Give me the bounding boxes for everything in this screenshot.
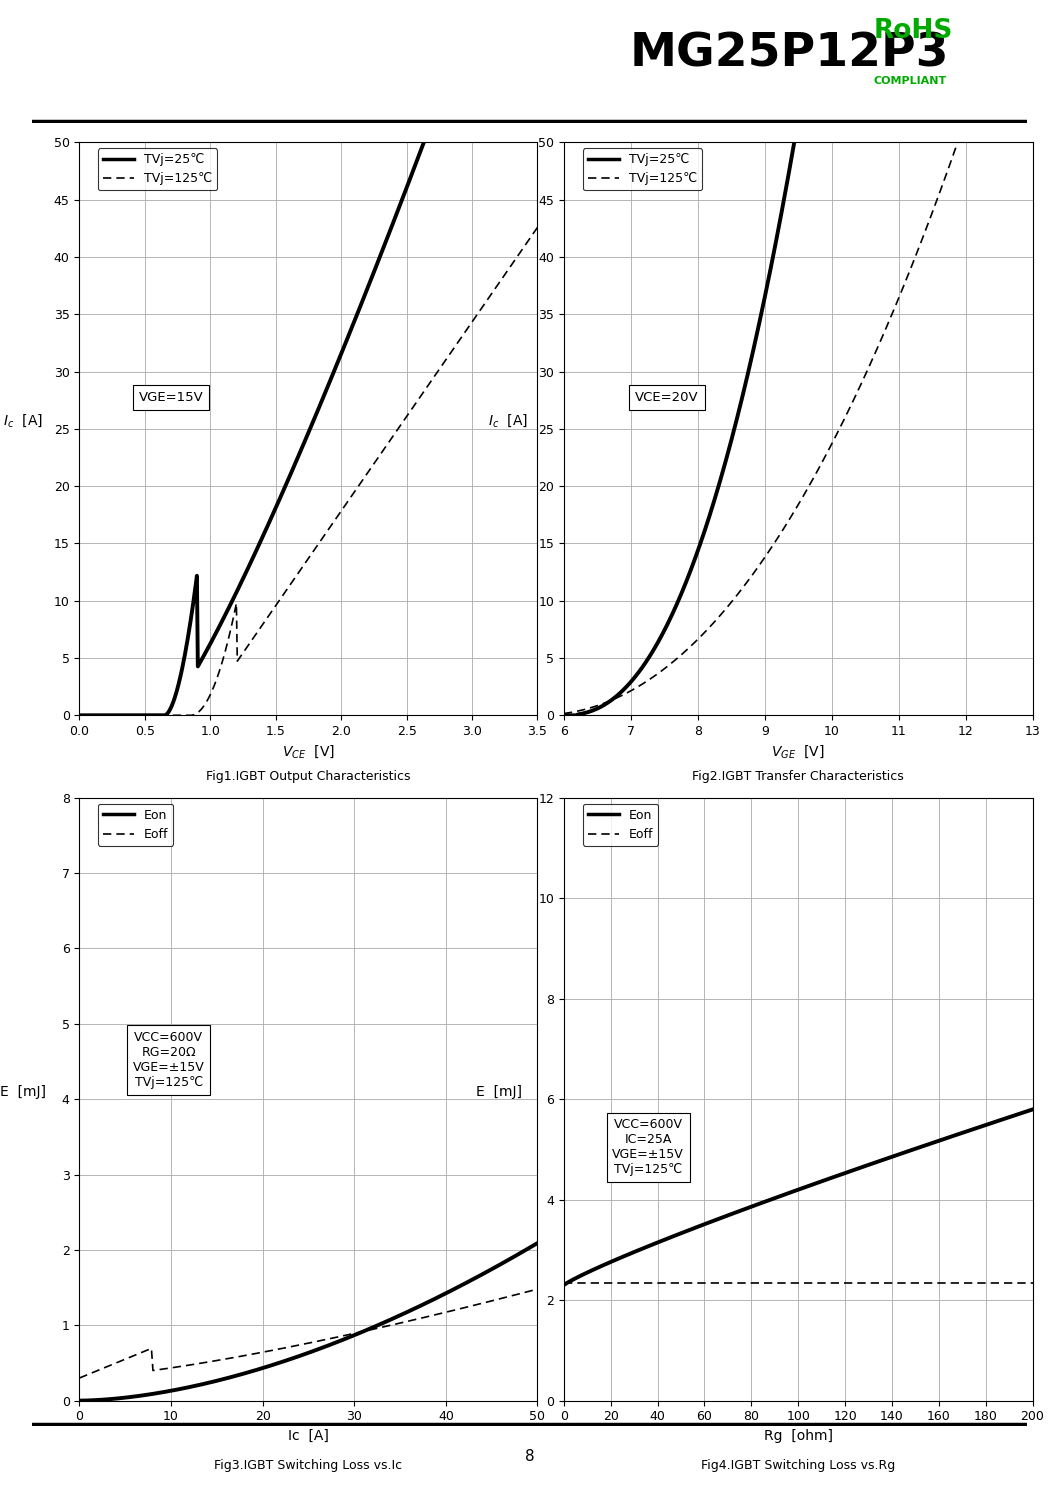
Legend: TVj=25℃, TVj=125℃: TVj=25℃, TVj=125℃: [97, 148, 217, 190]
Legend: Eon, Eoff: Eon, Eoff: [97, 804, 174, 846]
Y-axis label: E  [mJ]: E [mJ]: [477, 1085, 522, 1100]
Title: Fig1.IGBT Output Characteristics: Fig1.IGBT Output Characteristics: [207, 770, 411, 783]
Y-axis label: $I_c$  [A]: $I_c$ [A]: [3, 412, 43, 428]
X-axis label: $V_{GE}$  [V]: $V_{GE}$ [V]: [771, 743, 825, 761]
Text: VCC=600V
RG=20Ω
VGE=±15V
TVj=125℃: VCC=600V RG=20Ω VGE=±15V TVj=125℃: [132, 1031, 204, 1089]
Y-axis label: $I_c$  [A]: $I_c$ [A]: [488, 412, 527, 428]
Title: Fig3.IGBT Switching Loss vs.Ic: Fig3.IGBT Switching Loss vs.Ic: [214, 1459, 402, 1473]
X-axis label: $V_{CE}$  [V]: $V_{CE}$ [V]: [282, 743, 335, 761]
Text: MG25P12P3: MG25P12P3: [630, 31, 950, 76]
Y-axis label: E  [mJ]: E [mJ]: [0, 1085, 46, 1100]
Text: RoHS: RoHS: [874, 18, 953, 45]
Legend: Eon, Eoff: Eon, Eoff: [582, 804, 659, 846]
Legend: TVj=25℃, TVj=125℃: TVj=25℃, TVj=125℃: [582, 148, 702, 190]
X-axis label: Rg  [ohm]: Rg [ohm]: [764, 1429, 832, 1443]
Text: VGE=15V: VGE=15V: [139, 391, 203, 404]
Text: COMPLIANT: COMPLIANT: [874, 76, 947, 85]
Title: Fig4.IGBT Switching Loss vs.Rg: Fig4.IGBT Switching Loss vs.Rg: [701, 1459, 895, 1473]
Text: 8: 8: [524, 1449, 535, 1465]
Title: Fig2.IGBT Transfer Characteristics: Fig2.IGBT Transfer Characteristics: [693, 770, 904, 783]
Text: VCC=600V
IC=25A
VGE=±15V
TVj=125℃: VCC=600V IC=25A VGE=±15V TVj=125℃: [612, 1119, 684, 1176]
X-axis label: Ic  [A]: Ic [A]: [288, 1429, 329, 1443]
Text: VCE=20V: VCE=20V: [635, 391, 699, 404]
